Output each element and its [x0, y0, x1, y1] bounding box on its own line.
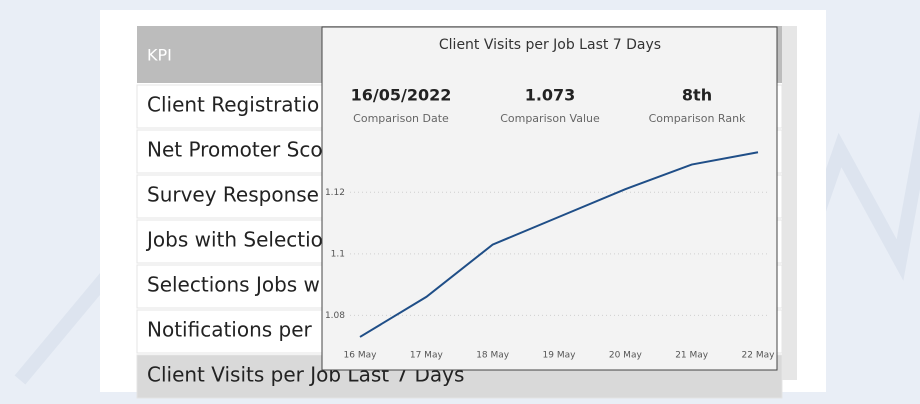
card-label: Comparison Value	[500, 112, 600, 125]
card-label: Comparison Rank	[649, 112, 746, 125]
x-tick-label: 17 May	[410, 351, 444, 361]
card-value: 8th	[682, 86, 712, 105]
x-tick-label: 18 May	[476, 351, 510, 361]
row-label: Client Registratio	[147, 93, 319, 117]
card-value: 1.073	[525, 86, 576, 105]
chart-title: Client Visits per Job Last 7 Days	[439, 37, 661, 53]
row-label: Notifications per	[147, 318, 313, 342]
x-tick-label: 20 May	[609, 351, 643, 361]
x-tick-label: 21 May	[675, 351, 709, 361]
x-tick-label: 19 May	[543, 351, 577, 361]
x-tick-label: 16 May	[344, 351, 378, 361]
row-label: Selections Jobs w	[147, 273, 320, 297]
card-label: Comparison Date	[353, 112, 449, 125]
row-label: Net Promoter Sco	[147, 138, 323, 162]
row-label: Survey Response	[147, 183, 319, 207]
y-tick-label: 1.12	[325, 188, 345, 198]
y-tick-label: 1.1	[331, 249, 345, 259]
row-label: Jobs with Selectio	[145, 228, 323, 252]
tooltip	[321, 26, 778, 371]
line-series	[359, 151, 759, 338]
table-header-label: KPI	[147, 46, 172, 65]
y-tick-label: 1.08	[325, 311, 345, 321]
card-value: 16/05/2022	[351, 86, 452, 105]
x-tick-label: 22 May	[742, 351, 776, 361]
scrollbar[interactable]	[782, 26, 797, 380]
